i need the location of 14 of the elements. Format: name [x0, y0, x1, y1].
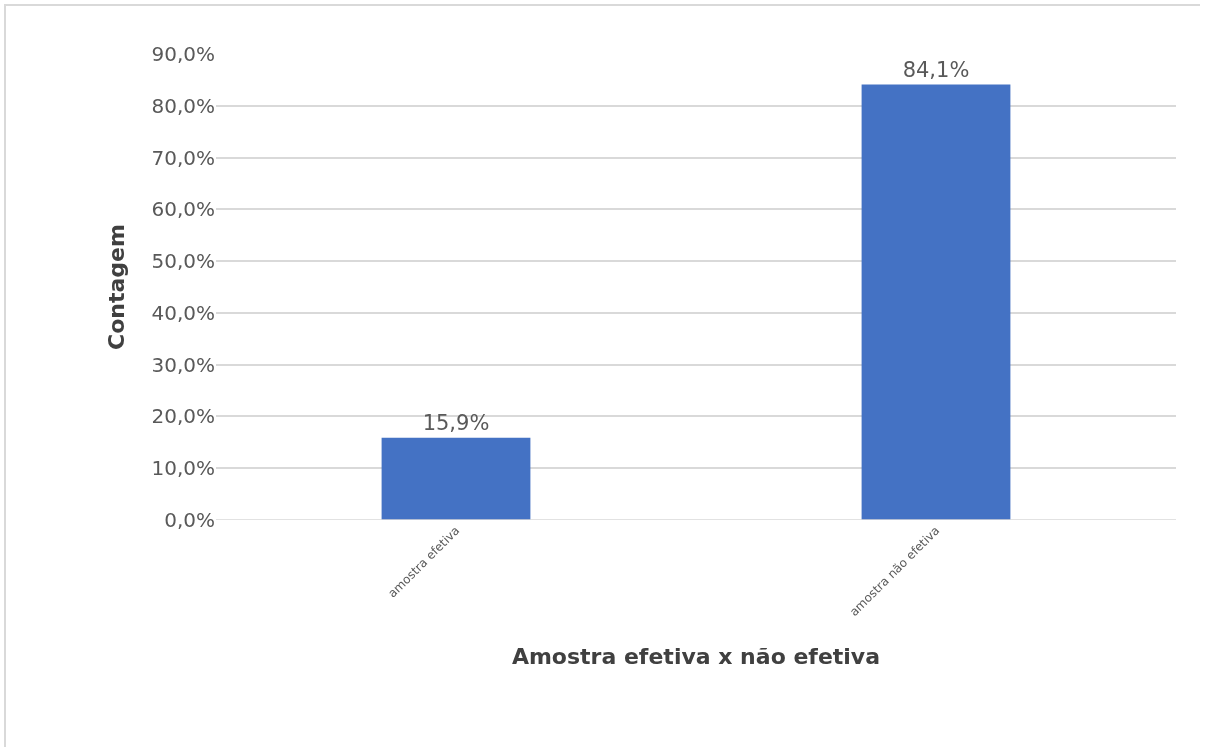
y-tick-label: 40,0% [151, 300, 215, 325]
data-label: 84,1% [902, 57, 970, 82]
y-tick-label: 10,0% [151, 456, 215, 481]
x-axis-title: Amostra efetiva x não efetiva [511, 643, 881, 669]
y-tick-label: 70,0% [151, 145, 215, 170]
y-tick-label: 90,0% [151, 42, 215, 66]
y-tick-label: 0,0% [164, 508, 215, 532]
y-tick-label: 50,0% [151, 249, 215, 274]
y-tick-label: 60,0% [151, 197, 215, 222]
y-tick-label: 20,0% [151, 404, 215, 429]
data-label: 15,9% [422, 410, 490, 435]
y-axis-title: Contagem [104, 224, 130, 350]
y-tick-label: 30,0% [151, 352, 215, 377]
y-tick-label: 80,0% [151, 93, 215, 118]
